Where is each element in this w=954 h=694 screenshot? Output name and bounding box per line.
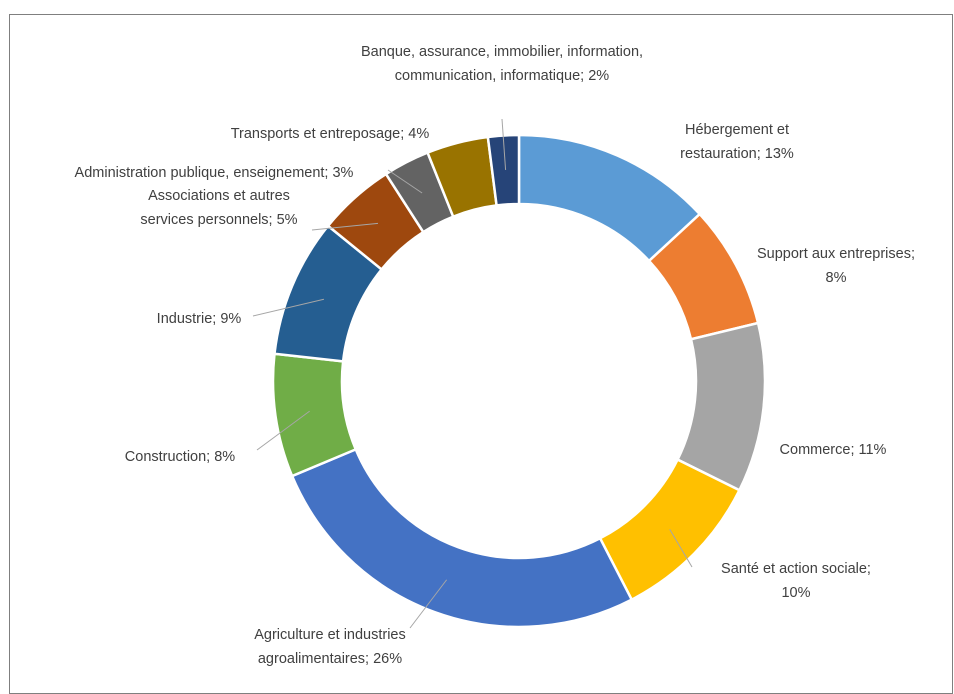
data-label-line: Industrie; 9% <box>157 311 242 327</box>
data-label: Santé et action sociale; 10% <box>721 561 871 601</box>
leader-line <box>387 169 423 194</box>
data-label: Transports et entreposage; 4% <box>231 126 430 142</box>
leader-line <box>501 118 507 170</box>
data-label-line: Hébergement et <box>685 122 789 138</box>
data-label-line: 10% <box>781 585 810 601</box>
data-label: Construction; 8% <box>125 449 236 465</box>
data-label-line: services personnels; 5% <box>140 212 297 228</box>
data-label-line: Support aux entreprises; <box>757 246 915 262</box>
slice-banque-assurance-immobilier-information-communication-informatique <box>486 133 521 207</box>
data-label-line: Santé et action sociale; <box>721 561 871 577</box>
donut-slices <box>271 133 767 629</box>
data-label-line: Administration publique, enseignement; 3… <box>75 165 354 181</box>
leader-lines <box>252 118 693 629</box>
data-label-line: Transports et entreposage; 4% <box>231 126 430 142</box>
data-label-line: 8% <box>826 270 847 286</box>
data-label-line: Banque, assurance, immobilier, informati… <box>361 44 643 60</box>
data-label-line: Commerce; 11% <box>780 442 887 458</box>
slice-agriculture-et-industries-agroalimentaires <box>290 447 634 629</box>
leader-line <box>311 222 379 231</box>
data-label: Agriculture et industries agroalimentaire… <box>254 627 406 667</box>
data-label: Banque, assurance, immobilier, informati… <box>361 44 643 84</box>
data-label-line: restauration; 13% <box>680 146 794 162</box>
data-label-line: agroalimentaires; 26% <box>258 651 402 667</box>
leader-line <box>669 529 693 568</box>
data-label-line: Construction; 8% <box>125 449 236 465</box>
leader-line <box>409 579 448 629</box>
data-label: Hébergement et restauration; 13% <box>680 122 794 162</box>
data-label: Support aux entreprises; 8% <box>757 246 915 286</box>
data-label: Commerce; 11% <box>780 442 887 458</box>
data-label-line: Associations et autres <box>148 188 290 204</box>
data-label: Associations et autres services personnel… <box>140 188 297 228</box>
data-labels: Hébergement et restauration; 13% Support a… <box>75 44 915 667</box>
data-label: Administration publique, enseignement; 3… <box>75 165 354 181</box>
data-label-line: Agriculture et industries <box>254 627 406 643</box>
data-label: Industrie; 9% <box>157 311 242 327</box>
leader-line <box>256 410 310 451</box>
leader-line <box>252 298 325 317</box>
data-label-line: communication, informatique; 2% <box>395 68 609 84</box>
